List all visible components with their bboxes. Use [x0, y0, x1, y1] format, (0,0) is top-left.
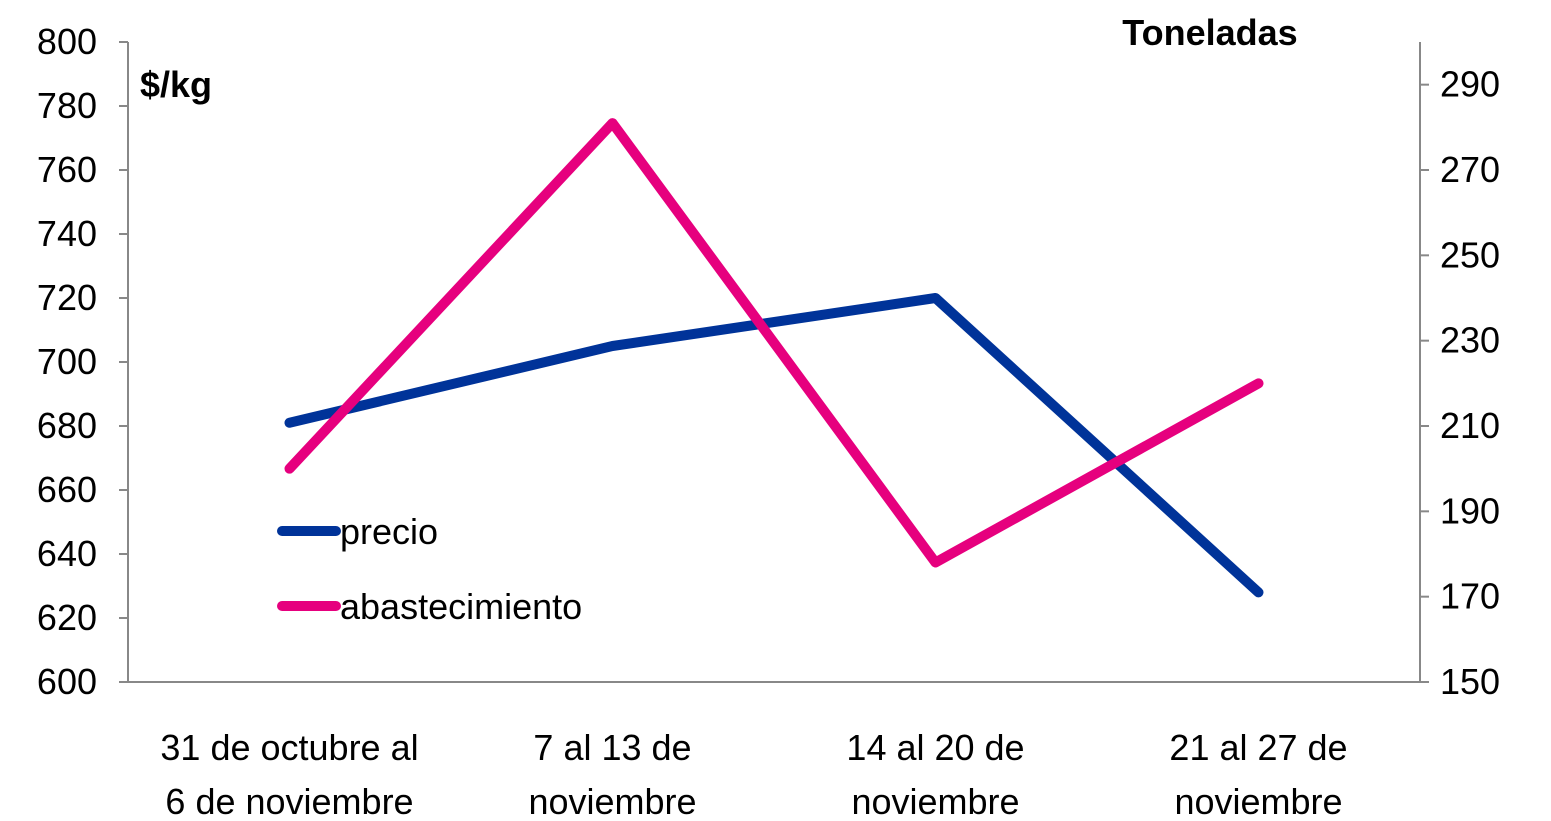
right-tick-label: 270 [1440, 149, 1500, 190]
category-labels: 31 de octubre al 6 de noviembre 7 al 13 de… [160, 727, 1347, 821]
right-tick-label: 250 [1440, 234, 1500, 275]
axes [119, 41, 1429, 683]
left-tick-label: 760 [37, 149, 97, 190]
left-axis-title: $/kg [140, 64, 212, 105]
left-tick-label: 660 [37, 469, 97, 510]
legend: precio abastecimiento [277, 511, 582, 627]
left-tick-label: 700 [37, 341, 97, 382]
right-tick-label: 230 [1440, 320, 1500, 361]
category-label: noviembre [1174, 781, 1342, 821]
category-label: 14 al 20 de [846, 727, 1024, 768]
category-label: 21 al 27 de [1169, 727, 1347, 768]
category-label: 6 de noviembre [165, 781, 413, 821]
right-axis-title: Toneladas [1122, 12, 1297, 53]
left-tick-label: 680 [37, 405, 97, 446]
left-tick-label: 740 [37, 213, 97, 254]
right-axis-ticks: 150 170 190 210 230 250 270 290 [1440, 64, 1500, 702]
category-label: noviembre [851, 781, 1019, 821]
category-label: 31 de octubre al [160, 727, 418, 768]
series-lines [284, 118, 1264, 598]
right-tick-label: 190 [1440, 490, 1500, 531]
left-tick-label: 620 [37, 597, 97, 638]
right-tick-label: 170 [1440, 576, 1500, 617]
left-tick-label: 600 [37, 661, 97, 702]
legend-label: precio [340, 511, 438, 552]
right-tick-label: 290 [1440, 64, 1500, 105]
category-label: 7 al 13 de [533, 727, 691, 768]
left-axis-ticks: 600 620 640 660 680 700 720 740 760 780 800 [37, 21, 97, 702]
left-tick-label: 780 [37, 85, 97, 126]
category-label: noviembre [528, 781, 696, 821]
series-line-precio [284, 293, 1264, 598]
left-tick-label: 800 [37, 21, 97, 62]
right-tick-label: 150 [1440, 661, 1500, 702]
right-tick-label: 210 [1440, 405, 1500, 446]
left-tick-label: 720 [37, 277, 97, 318]
series-line-abastecimiento [284, 118, 1264, 568]
legend-label: abastecimiento [340, 586, 582, 627]
left-tick-label: 640 [37, 533, 97, 574]
